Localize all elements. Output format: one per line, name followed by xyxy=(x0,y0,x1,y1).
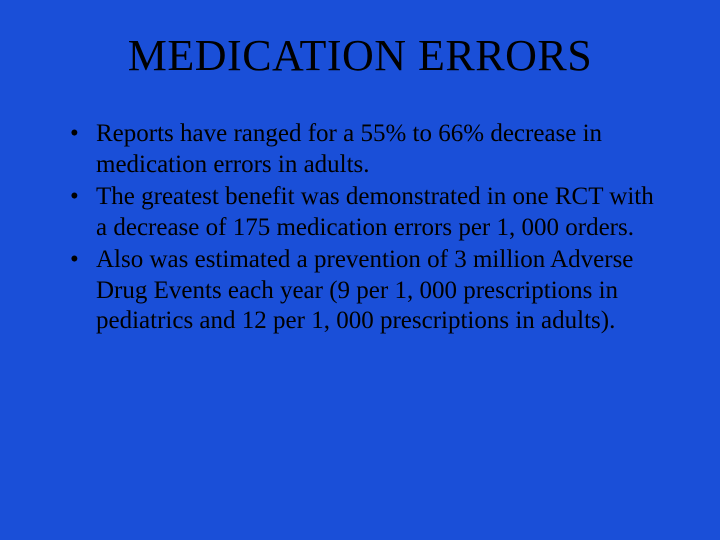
slide: MEDICATION ERRORS Reports have ranged fo… xyxy=(0,0,720,540)
slide-title: MEDICATION ERRORS xyxy=(60,30,660,81)
list-item: Reports have ranged for a 55% to 66% dec… xyxy=(70,119,660,180)
list-item: Also was estimated a prevention of 3 mil… xyxy=(70,245,660,337)
bullet-list: Reports have ranged for a 55% to 66% dec… xyxy=(60,119,660,337)
list-item: The greatest benefit was demonstrated in… xyxy=(70,182,660,243)
